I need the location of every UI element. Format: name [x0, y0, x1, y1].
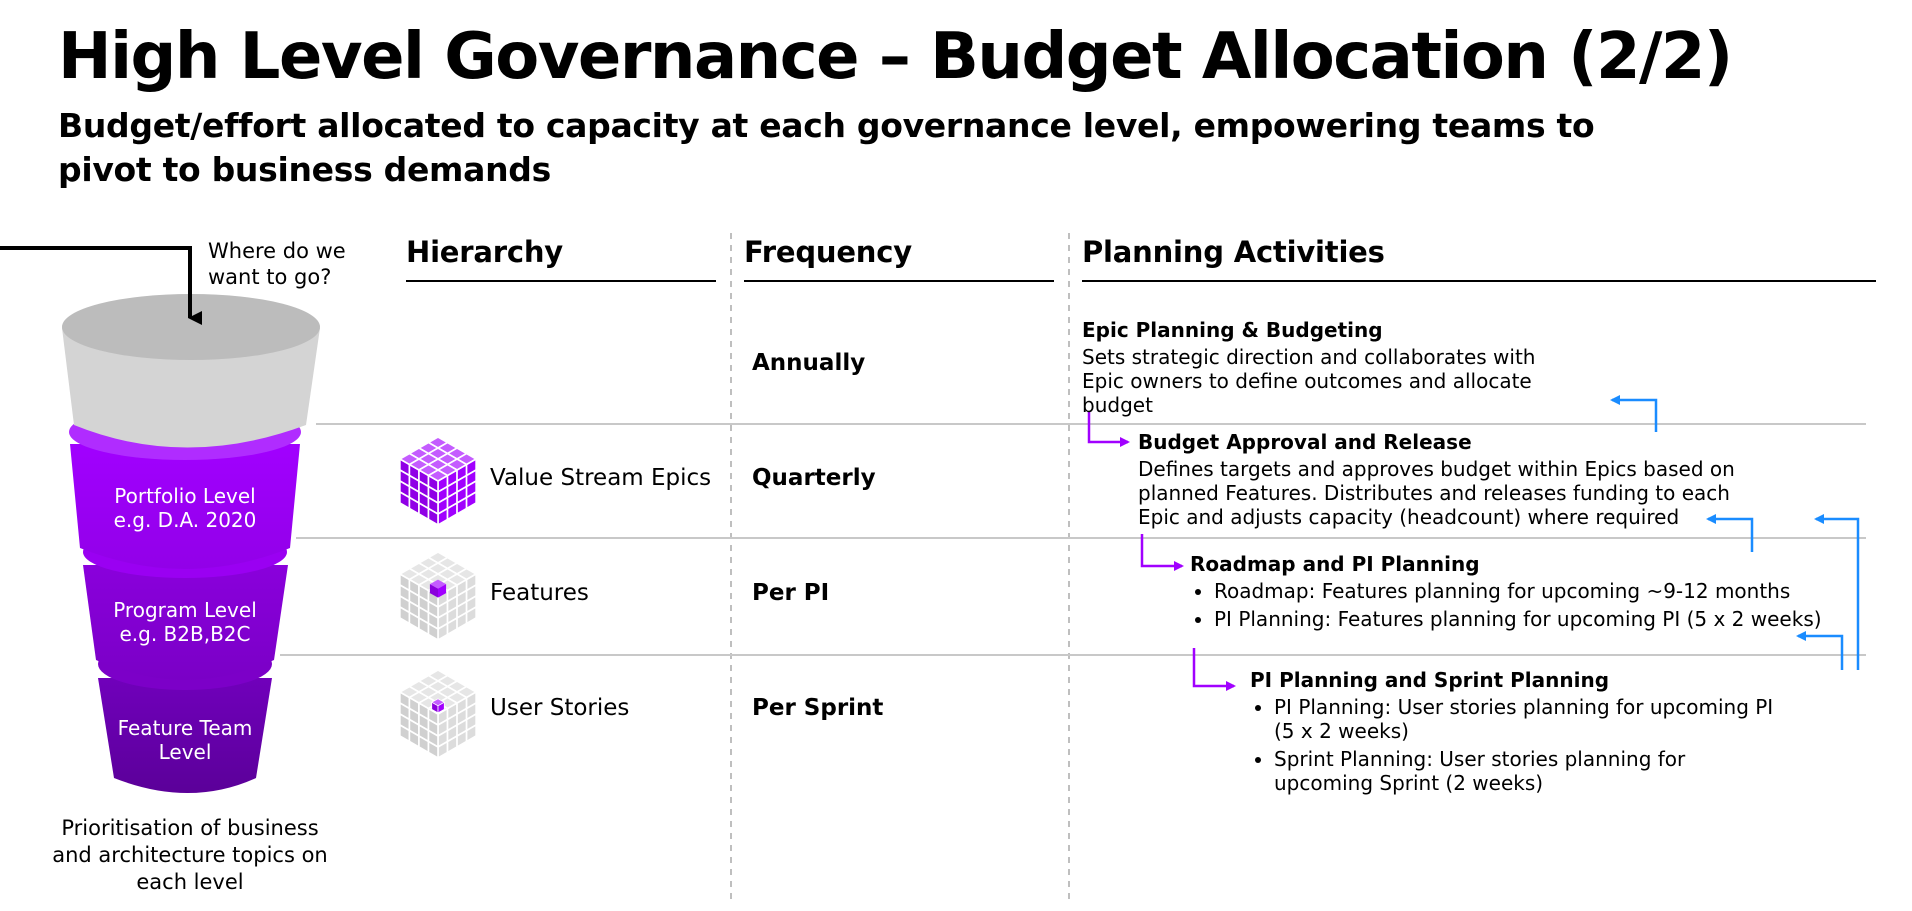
list-item: PI Planning: User stories planning for u… — [1274, 695, 1774, 743]
activity-desc-epic-planning: Sets strategic direction and collaborate… — [1082, 345, 1536, 417]
feedback-arrow-2 — [1706, 514, 1754, 552]
cube-cell — [427, 740, 439, 760]
funnel-caption: Prioritisation of business and architect… — [52, 816, 328, 894]
cube-cell — [465, 490, 477, 510]
activity-title-epic-planning: Epic Planning & Budgeting — [1082, 318, 1383, 342]
list-item: Sprint Planning: User stories planning f… — [1274, 747, 1774, 795]
list-item: Roadmap: Features planning for upcoming … — [1214, 579, 1854, 603]
arrow-down-to-sprint-planning — [1192, 648, 1236, 691]
funnel-question: Where do we want to go? — [208, 239, 346, 289]
funnel-top — [62, 294, 320, 448]
hierarchy-label-user-stories: User Stories — [490, 695, 630, 721]
cube-icon-user-stories — [398, 669, 478, 760]
cube-highlight — [438, 584, 447, 598]
feedback-arrow-1 — [1610, 395, 1658, 432]
funnel-label-program: Program Level e.g. B2B,B2C — [113, 598, 257, 646]
cube-highlight — [429, 584, 438, 598]
cube-cell — [426, 469, 450, 482]
cube-cell — [465, 605, 477, 625]
column-header-planning: Planning Activities — [1082, 235, 1385, 269]
activity-list-pi-sprint: PI Planning: User stories planning for u… — [1250, 695, 1774, 799]
cube-icon-value-stream-epics — [398, 436, 478, 527]
activity-title-roadmap-pi: Roadmap and PI Planning — [1190, 552, 1480, 576]
cube-highlight — [437, 701, 445, 714]
column-header-hierarchy: Hierarchy — [406, 235, 563, 269]
feedback-arrow-3 — [1796, 631, 1844, 670]
cube-cell — [427, 622, 439, 642]
cube-cell — [427, 507, 439, 527]
column-header-frequency: Frequency — [744, 235, 912, 269]
activity-desc-budget-approval: Defines targets and approves budget with… — [1138, 457, 1735, 529]
activity-title-budget-approval: Budget Approval and Release — [1138, 430, 1472, 454]
entry-arrow — [0, 246, 202, 325]
frequency-annually: Annually — [752, 350, 866, 376]
hierarchy-label-features: Features — [490, 580, 589, 606]
activity-list-roadmap-pi: Roadmap: Features planning for upcoming … — [1190, 579, 1854, 635]
page-title: High Level Governance – Budget Allocatio… — [58, 20, 1733, 94]
page-subtitle: Budget/effort allocated to capacity at e… — [58, 106, 1595, 189]
frequency-per-sprint: Per Sprint — [752, 695, 884, 721]
frequency-quarterly: Quarterly — [752, 465, 876, 491]
feedback-arrow-4 — [1814, 514, 1860, 670]
arrow-down-to-roadmap — [1140, 534, 1184, 571]
arrow-down-to-budget-approval — [1087, 412, 1130, 447]
list-item: PI Planning: Features planning for upcom… — [1214, 607, 1854, 631]
funnel-label-feature-team: Feature Team Level — [117, 716, 253, 764]
hierarchy-label-epics: Value Stream Epics — [490, 465, 712, 491]
funnel-label-portfolio: Portfolio Level e.g. D.A. 2020 — [113, 484, 257, 532]
activity-title-pi-sprint: PI Planning and Sprint Planning — [1250, 668, 1610, 692]
frequency-per-pi: Per PI — [752, 580, 830, 606]
cube-cell — [465, 723, 477, 743]
cube-icon-features — [398, 551, 478, 642]
cube-highlight — [429, 579, 447, 589]
